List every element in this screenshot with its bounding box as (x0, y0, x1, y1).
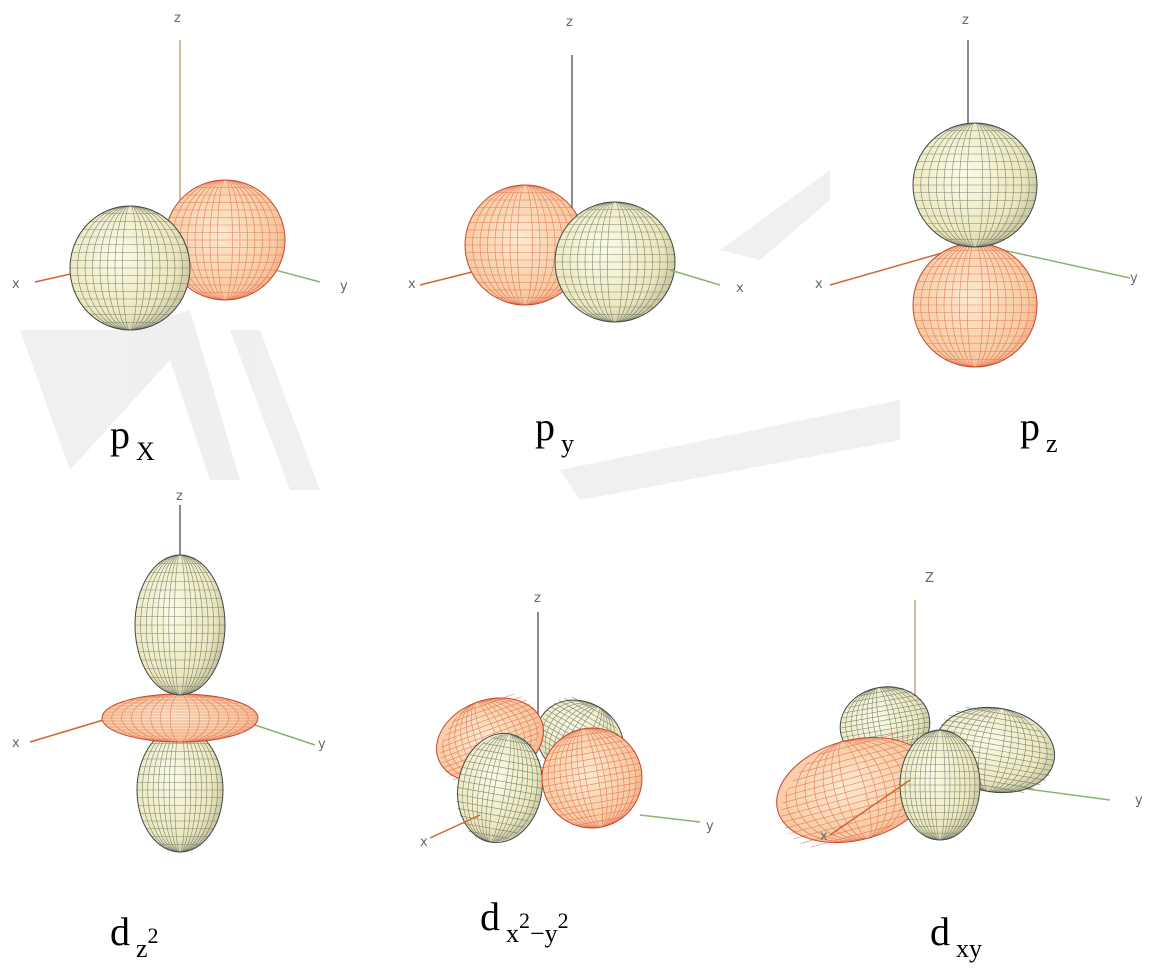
caption-part: 2 (148, 923, 159, 948)
caption-part: z (136, 934, 148, 963)
caption-part: p (1020, 404, 1040, 449)
axis-label: z (176, 489, 183, 504)
lobe (913, 123, 1037, 247)
axis-label: x (820, 829, 828, 844)
axis-label: x (12, 736, 20, 751)
caption-part: d (480, 894, 500, 939)
lobe (137, 728, 223, 852)
axis (640, 815, 700, 822)
axis-label: x (420, 835, 428, 850)
caption-part: 2 (558, 908, 569, 933)
caption-part: z (1046, 429, 1058, 458)
axis-label: y (1130, 271, 1138, 286)
lobe (102, 694, 258, 742)
caption-part: p (535, 404, 555, 449)
lobe (900, 730, 980, 840)
caption-part: −y (530, 919, 558, 948)
caption-part: xy (956, 934, 982, 963)
lobe (135, 555, 225, 695)
axis-label: x (815, 277, 823, 292)
lobe (555, 202, 675, 322)
caption-part: d (110, 909, 130, 954)
axis-label: z (566, 15, 573, 30)
caption-part: y (561, 429, 574, 458)
axis-label: x (408, 277, 416, 292)
orbital-diagram: zxypXzxxpyzxypzzxydz2zxydx2−y2Zxydxy (0, 0, 1153, 972)
axis-label: x (12, 277, 20, 292)
caption-part: 2 (519, 908, 530, 933)
axis-label: y (1135, 793, 1143, 808)
axis (670, 270, 720, 285)
axis-label: z (534, 591, 541, 606)
axis-label: y (340, 279, 348, 294)
caption-part: x (506, 919, 519, 948)
lobe (70, 206, 190, 330)
axis-label: z (962, 13, 969, 28)
axis-label: z (174, 11, 181, 26)
caption-part: p (110, 412, 130, 457)
axis-label: y (706, 819, 714, 834)
caption-part: X (136, 437, 155, 466)
axis-label: x (736, 281, 744, 296)
caption-part: d (930, 909, 950, 954)
axis-label: Z (925, 571, 934, 586)
axis-label: y (318, 737, 326, 752)
lobe (913, 243, 1037, 367)
